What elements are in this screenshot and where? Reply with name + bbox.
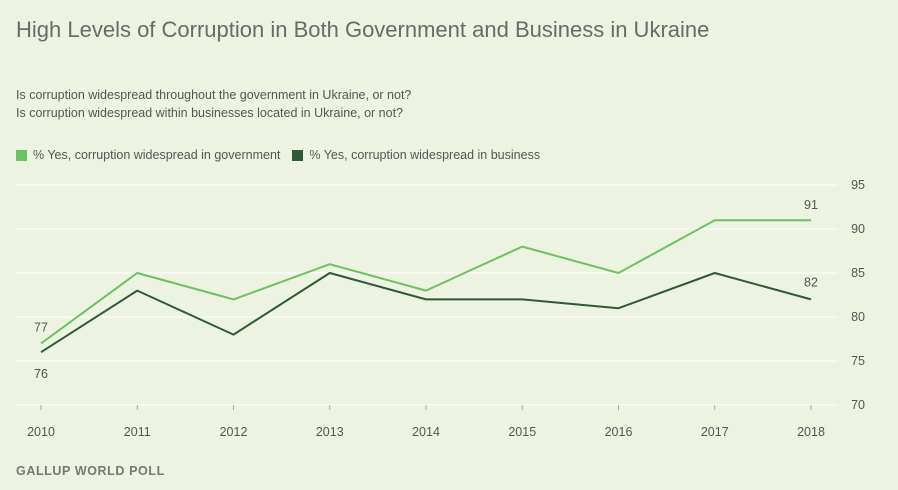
- legend-label-government: % Yes, corruption widespread in governme…: [33, 148, 281, 162]
- data-label-business-2010: 76: [34, 367, 48, 381]
- source-label: GALLUP WORLD POLL: [16, 464, 165, 478]
- chart-legend: % Yes, corruption widespread in governme…: [16, 148, 552, 162]
- x-tick-label-2015: 2015: [508, 425, 536, 439]
- x-tick-label-2013: 2013: [316, 425, 344, 439]
- survey-question-business: Is corruption widespread within business…: [16, 106, 404, 120]
- series-line-business: [40, 272, 812, 354]
- x-tick-label-2016: 2016: [605, 425, 633, 439]
- x-tick-label-2010: 2010: [27, 425, 55, 439]
- x-tick-label-2017: 2017: [701, 425, 729, 439]
- chart-title: High Levels of Corruption in Both Govern…: [16, 17, 710, 42]
- legend-item-business: % Yes, corruption widespread in business: [292, 148, 540, 162]
- data-label-government-2010: 77: [34, 320, 48, 334]
- legend-swatch-government: [16, 149, 27, 161]
- x-tick-label-2011: 2011: [124, 425, 151, 439]
- y-tick-label-80: 80: [851, 310, 865, 324]
- data-label-government-2018: 91: [804, 198, 818, 212]
- legend-swatch-business: [292, 149, 304, 161]
- survey-question-government: Is corruption widespread throughout the …: [16, 88, 412, 102]
- data-label-business-2018: 82: [804, 275, 818, 289]
- y-tick-label-70: 70: [851, 398, 865, 412]
- x-tick-label-2014: 2014: [412, 425, 440, 439]
- series-line-government: [40, 219, 811, 345]
- y-tick-label-90: 90: [851, 222, 865, 236]
- y-tick-label-75: 75: [851, 354, 865, 368]
- x-tick-label-2018: 2018: [797, 425, 825, 439]
- x-tick-label-2012: 2012: [220, 425, 248, 439]
- legend-label-business: % Yes, corruption widespread in business: [309, 148, 541, 162]
- y-tick-label-85: 85: [851, 266, 865, 280]
- legend-item-government: % Yes, corruption widespread in governme…: [16, 148, 280, 162]
- y-tick-label-95: 95: [851, 178, 865, 192]
